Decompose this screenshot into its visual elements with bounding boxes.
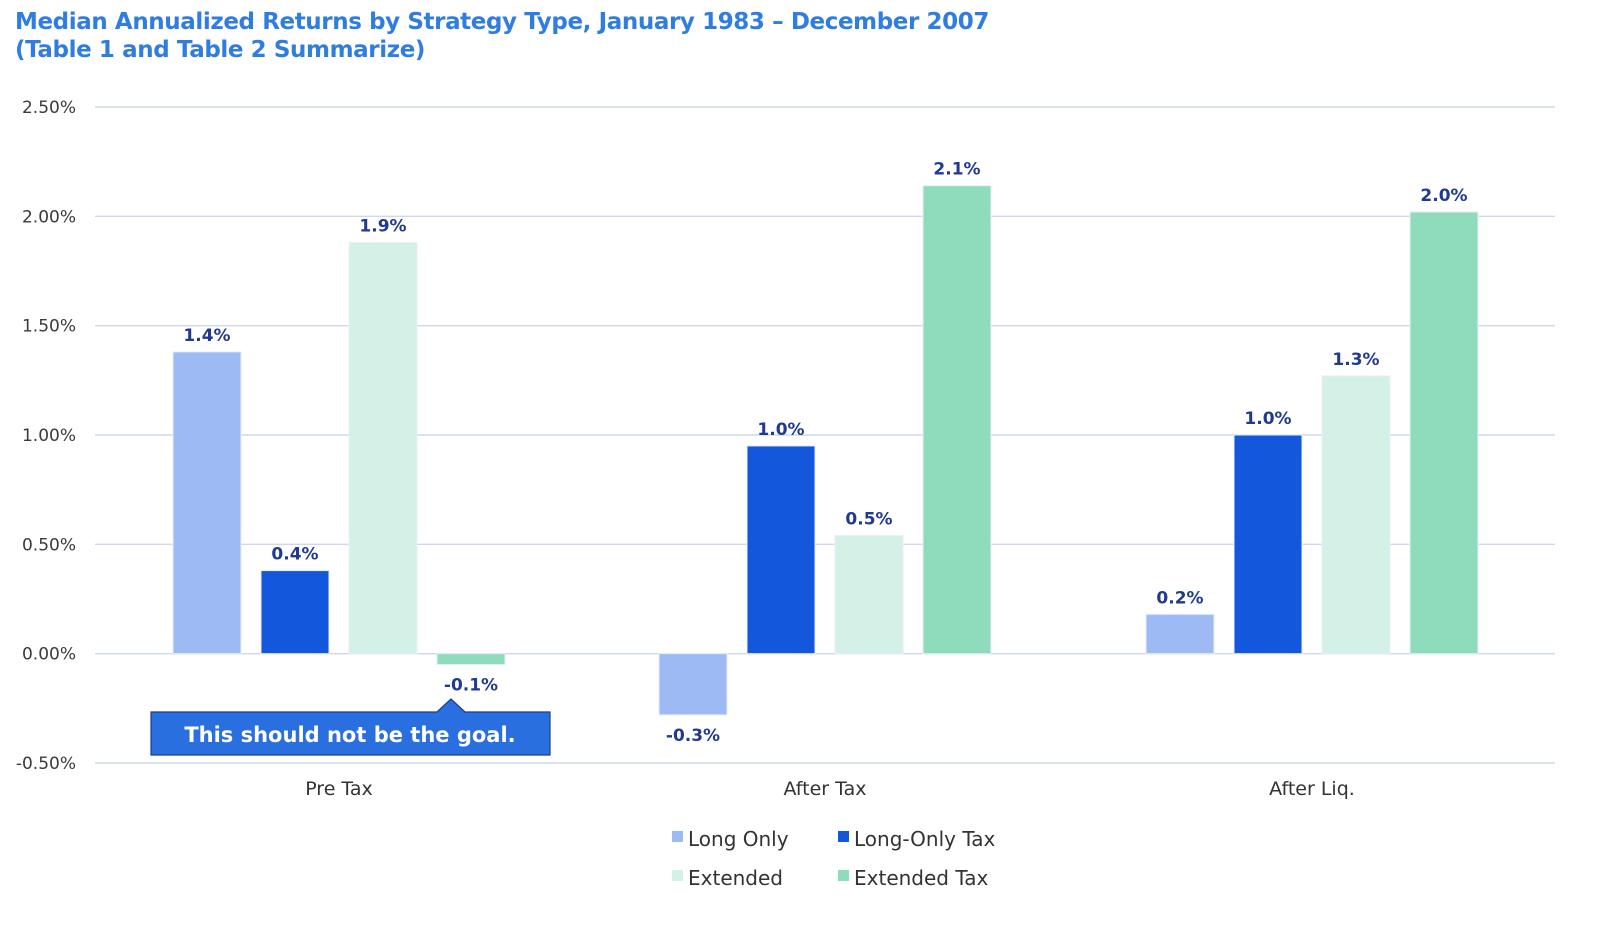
bar: [1321, 375, 1391, 655]
category-label: Pre Tax: [305, 778, 373, 800]
y-tick-label: 2.50%: [22, 98, 76, 118]
category-label: After Tax: [783, 778, 866, 800]
legend-label: Long Only: [688, 827, 789, 851]
y-axis-ticks: 2.50% 2.00% 1.50% 1.00% 0.50% 0.00% -0.50%: [16, 98, 76, 774]
data-label: 1.0%: [1244, 409, 1291, 429]
bars: [172, 185, 1479, 716]
bar: [922, 185, 992, 655]
legend-label: Extended Tax: [854, 866, 989, 890]
callout-annotation: This should not be the goal.: [150, 698, 551, 756]
bar: [1145, 613, 1215, 655]
data-label: -0.3%: [666, 726, 720, 746]
legend-label: Long-Only Tax: [854, 827, 996, 851]
y-tick-label: 2.00%: [22, 207, 76, 227]
bar: [658, 653, 728, 716]
data-label: 1.0%: [757, 420, 804, 440]
y-tick-label: 1.50%: [22, 317, 76, 337]
bar: [348, 242, 418, 655]
legend-swatch: [838, 870, 849, 881]
data-labels: 1.4% 0.4% 1.9% -0.1% -0.3% 1.0% 0.5% 2.1% 0.2% 1.…: [183, 160, 1467, 746]
y-tick-label: 0.00%: [22, 645, 76, 665]
category-label: After Liq.: [1269, 778, 1355, 800]
y-tick-label: 1.00%: [22, 426, 76, 446]
bar: [260, 570, 330, 655]
legend-swatch: [672, 831, 683, 842]
data-label: 1.3%: [1332, 350, 1379, 370]
chart-title-line1: Median Annualized Returns by Strategy Ty…: [15, 9, 989, 35]
legend-label: Extended: [688, 866, 783, 890]
data-label: 1.9%: [359, 217, 406, 237]
y-tick-label: -0.50%: [16, 754, 76, 774]
bar: [746, 445, 816, 655]
bar: [1409, 211, 1479, 655]
chart-title: Median Annualized Returns by Strategy Ty…: [15, 8, 989, 64]
data-label: 0.5%: [845, 510, 892, 530]
data-label: 2.1%: [933, 160, 980, 180]
bar: [172, 351, 242, 655]
bar: [436, 653, 506, 666]
legend-swatch: [672, 870, 683, 881]
chart-title-line2: (Table 1 and Table 2 Summarize): [15, 37, 426, 63]
data-label: 1.4%: [183, 326, 230, 346]
callout-box: [150, 698, 551, 756]
data-label: 0.2%: [1156, 588, 1203, 608]
gridlines: [95, 106, 1555, 764]
legend: Long Only Long-Only Tax Extended Extended T…: [672, 827, 996, 890]
bar: [834, 535, 904, 655]
bar: [1233, 434, 1303, 655]
data-label: 0.4%: [271, 545, 318, 565]
data-label: 2.0%: [1420, 186, 1467, 206]
legend-swatch: [838, 831, 849, 842]
data-label: -0.1%: [444, 676, 498, 696]
category-labels: Pre Tax After Tax After Liq.: [305, 778, 1355, 800]
callout-text: This should not be the goal.: [184, 723, 515, 747]
y-tick-label: 0.50%: [22, 535, 76, 555]
